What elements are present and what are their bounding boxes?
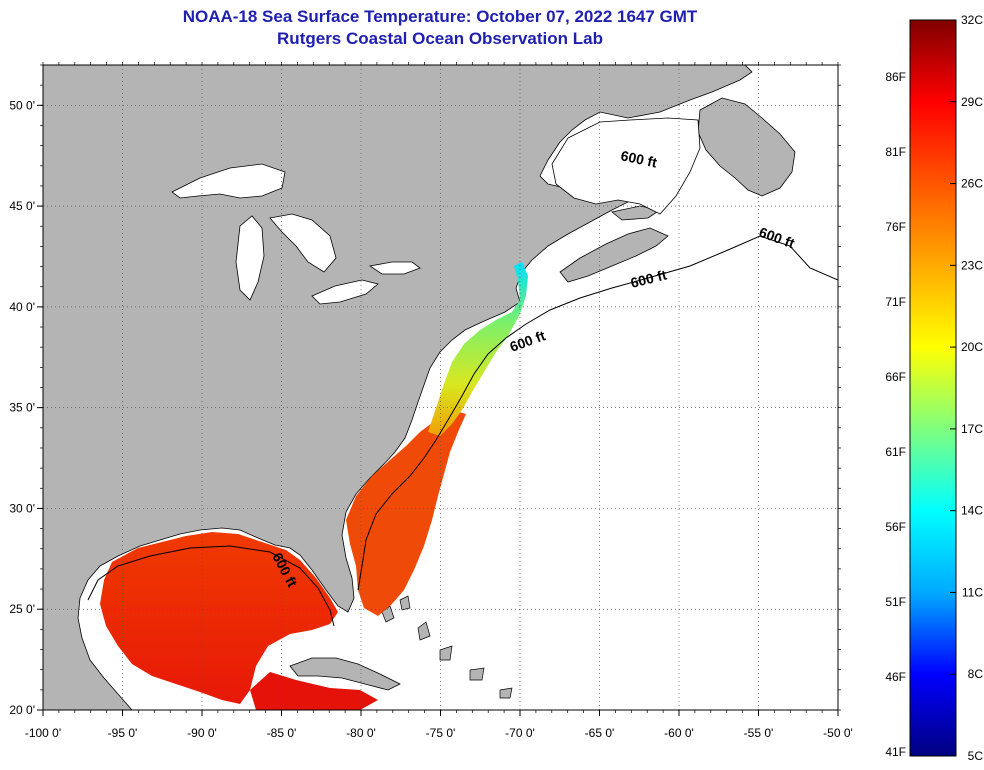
colorbar-fahrenheit-label: 66F xyxy=(885,370,906,384)
lat-tick-label: 35 0' xyxy=(9,401,35,415)
lat-tick-label: 50 0' xyxy=(9,98,35,112)
land-cuba xyxy=(289,657,401,691)
colorbar-celsius-label: 14C xyxy=(961,504,983,518)
colorbar-celsius-label: 32C xyxy=(961,13,983,27)
colorbar-celsius-label: 11C xyxy=(962,585,983,599)
colorbar-celsius-label: 29C xyxy=(961,95,983,109)
sst-atlantic-southeast xyxy=(346,410,466,616)
colorbar-fahrenheit-label: 76F xyxy=(885,220,906,234)
lon-tick-label: -75 0' xyxy=(426,726,456,740)
colorbar-fahrenheit-label: 81F xyxy=(885,145,906,159)
land-newfoundland xyxy=(697,97,796,197)
great-lakes xyxy=(171,163,421,305)
lat-tick-label: 25 0' xyxy=(9,602,35,616)
land-pei xyxy=(611,205,662,221)
lon-tick-label: -85 0' xyxy=(267,726,297,740)
colorbar-fahrenheit-label: 41F xyxy=(885,745,906,759)
land-north-america xyxy=(43,65,753,710)
sst-mid-atlantic-shelf xyxy=(428,262,528,436)
lon-tick-label: -100 0' xyxy=(25,726,61,740)
lat-tick-label: 30 0' xyxy=(9,501,35,515)
axis-ticks: -100 0' -95 0' -90 0' -85 0' -80 0' -75 0' -70… xyxy=(9,62,853,740)
colorbar-celsius-label: 5C xyxy=(968,749,984,763)
lat-tick-label: 40 0' xyxy=(9,300,35,314)
colorbar-fahrenheit-label: 46F xyxy=(885,670,906,684)
lat-lon-grid xyxy=(43,65,838,710)
lon-tick-label: -55 0' xyxy=(744,726,774,740)
lon-tick-label: -90 0' xyxy=(187,726,217,740)
colorbar-gradient xyxy=(909,19,957,757)
colorbar-celsius-label: 26C xyxy=(961,177,983,191)
lat-tick-label: 20 0' xyxy=(9,703,35,717)
lon-tick-label: -60 0' xyxy=(664,726,694,740)
lon-tick-label: -95 0' xyxy=(108,726,138,740)
lat-tick-label: 45 0' xyxy=(9,199,35,213)
gulf-of-st-lawrence xyxy=(551,117,701,215)
sst-caribbean xyxy=(250,672,378,710)
lon-tick-label: -70 0' xyxy=(505,726,535,740)
sst-gulf-of-mexico xyxy=(100,532,338,704)
land-nova-scotia xyxy=(559,227,669,283)
colorbar-fahrenheit-label: 56F xyxy=(885,520,906,534)
colorbar-celsius-label: 20C xyxy=(961,340,983,354)
map-subtitle: Rutgers Coastal Ocean Observation Lab xyxy=(277,29,603,48)
colorbar-fahrenheit-label: 51F xyxy=(885,595,906,609)
contour-label: 600 ft xyxy=(619,147,658,170)
colorbar-fahrenheit-labels: 86F 81F 76F 71F 66F 61F 56F 51F 46F 41F xyxy=(885,70,906,759)
depth-contour-600ft xyxy=(87,235,838,627)
lon-tick-label: -65 0' xyxy=(585,726,615,740)
colorbar-celsius-labels: 32C 29C 26C 23C 20C 17C 14C 11C 8C 5C xyxy=(950,13,983,763)
colorbar-fahrenheit-label: 86F xyxy=(885,70,906,84)
lon-tick-label: -80 0' xyxy=(346,726,376,740)
lon-tick-label: -50 0' xyxy=(823,726,853,740)
colorbar-celsius-label: 8C xyxy=(968,667,984,681)
colorbar-celsius-label: 23C xyxy=(961,258,983,272)
colorbar-fahrenheit-label: 61F xyxy=(885,445,906,459)
colorbar-fahrenheit-label: 71F xyxy=(885,295,906,309)
colorbar-celsius-label: 17C xyxy=(961,422,983,436)
map-title: NOAA-18 Sea Surface Temperature: October… xyxy=(182,7,698,26)
map-titles: NOAA-18 Sea Surface Temperature: October… xyxy=(0,6,880,50)
